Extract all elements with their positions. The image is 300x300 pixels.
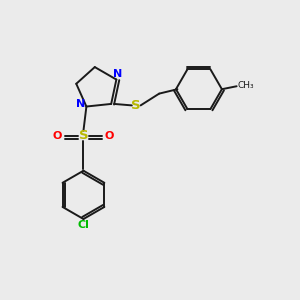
Text: O: O bbox=[105, 131, 114, 141]
Text: S: S bbox=[79, 130, 88, 142]
Text: Cl: Cl bbox=[77, 220, 89, 230]
Text: O: O bbox=[52, 131, 62, 141]
Text: S: S bbox=[131, 99, 141, 112]
Text: N: N bbox=[113, 69, 122, 79]
Text: CH₃: CH₃ bbox=[237, 81, 254, 90]
Text: N: N bbox=[76, 99, 86, 109]
